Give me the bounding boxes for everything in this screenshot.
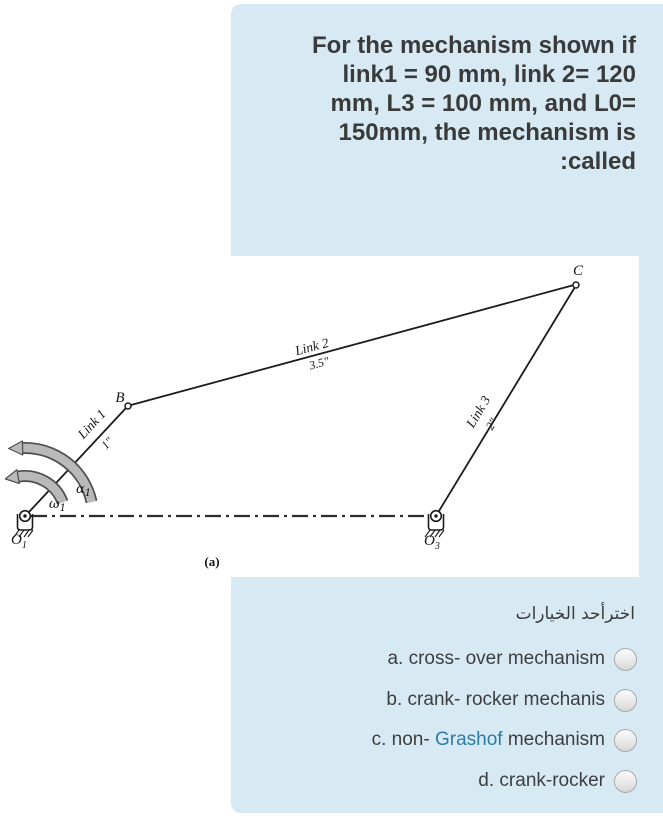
o1-label: O1 — [11, 532, 27, 551]
link2-line — [130, 284, 575, 406]
grashof-link[interactable]: Grashof — [434, 729, 503, 750]
option-b-label: b. crank- rocker mechanis — [386, 689, 605, 710]
joint-b-pin — [124, 402, 132, 410]
question-line: link1 = 90 mm, link 2= 120 — [342, 61, 636, 88]
option-c-label: c. non- Grashof mechanism — [371, 729, 605, 750]
answer-option-d[interactable]: d. crank-rocker — [478, 769, 637, 793]
joint-c-pin — [572, 281, 580, 289]
link3-dimension: 2" — [483, 415, 501, 432]
mechanism-diagram: Link 1 1" Link 2 3.5" Link 3 2" B C O1 O… — [0, 256, 639, 577]
linkage-svg: Link 1 1" Link 2 3.5" Link 3 2" B C O1 O… — [4, 263, 584, 569]
angular-acceleration-arrow-icon — [8, 440, 98, 504]
question-line: mm, L3 = 100 mm, and L0= — [330, 90, 636, 117]
answer-option-b[interactable]: b. crank- rocker mechanis — [386, 688, 637, 712]
option-d-label: d. crank-rocker — [478, 770, 605, 791]
answer-option-c[interactable]: c. non- Grashof mechanism — [371, 728, 637, 752]
alpha1-label: α1 — [76, 482, 91, 499]
ground-pin-o3 — [424, 509, 445, 538]
joint-c-label: C — [573, 263, 584, 279]
omega1-label: ω1 — [49, 497, 66, 514]
question-line: 150mm, the mechanism is — [338, 119, 636, 146]
radio-option-b[interactable] — [614, 688, 637, 712]
o3-label: O3 — [424, 533, 440, 552]
figure-caption: (a) — [204, 554, 219, 569]
answer-prompt: اخترأحد الخيارات — [515, 604, 635, 624]
option-a-label: a. cross- over mechanism — [387, 648, 605, 669]
ground-pin-o1 — [13, 509, 34, 538]
link1-dimension: 1" — [98, 434, 116, 452]
link3-line — [438, 286, 576, 512]
question-line: :called — [559, 148, 636, 175]
answer-option-a[interactable]: a. cross- over mechanism — [387, 647, 637, 671]
angular-velocity-arrow-icon — [4, 469, 69, 505]
radio-option-d[interactable] — [614, 769, 637, 793]
question-line: For the mechanism shown if — [311, 32, 636, 59]
link1-line — [28, 407, 127, 513]
radio-option-c[interactable] — [614, 728, 637, 752]
link2-dimension: 3.5" — [307, 354, 332, 373]
question-text: For the mechanism shown if link1 = 90 mm… — [231, 4, 663, 176]
radio-option-a[interactable] — [614, 647, 637, 671]
joint-b-label: B — [115, 390, 124, 406]
